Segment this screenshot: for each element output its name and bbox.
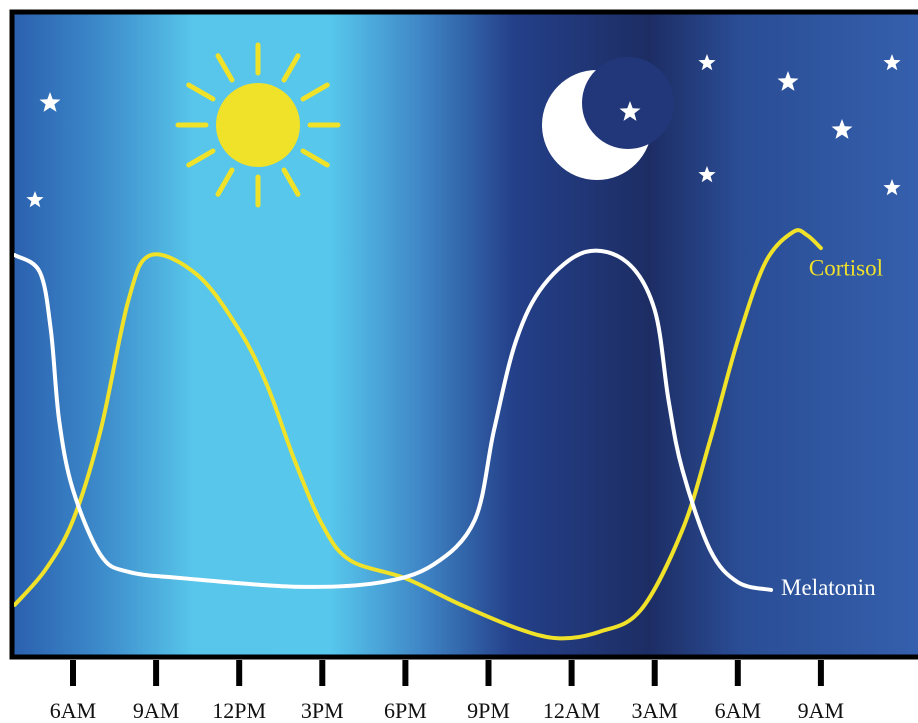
plot-area	[12, 12, 918, 657]
x-tick-label: 9AM	[798, 698, 844, 723]
x-tick-label: 9PM	[467, 698, 510, 723]
x-tick-label: 6AM	[50, 698, 96, 723]
x-tick-label: 12AM	[543, 698, 600, 723]
x-tick-label: 6AM	[715, 698, 761, 723]
x-tick-label: 9AM	[133, 698, 179, 723]
x-tick-label: 3AM	[631, 698, 677, 723]
x-axis: 6AM 9AM 12PM 3PM 6PM 9PM 12AM 3AM 6AM 9AM	[50, 660, 844, 723]
series-label: Melatonin	[781, 575, 876, 600]
x-tick-label: 12PM	[212, 698, 266, 723]
x-tick-label: 3PM	[301, 698, 344, 723]
series-label: Cortisol	[809, 255, 883, 280]
x-tick-label: 6PM	[384, 698, 427, 723]
chart: 6AM 9AM 12PM 3PM 6PM 9PM 12AM 3AM 6AM 9AM Cortiso…	[0, 0, 918, 723]
